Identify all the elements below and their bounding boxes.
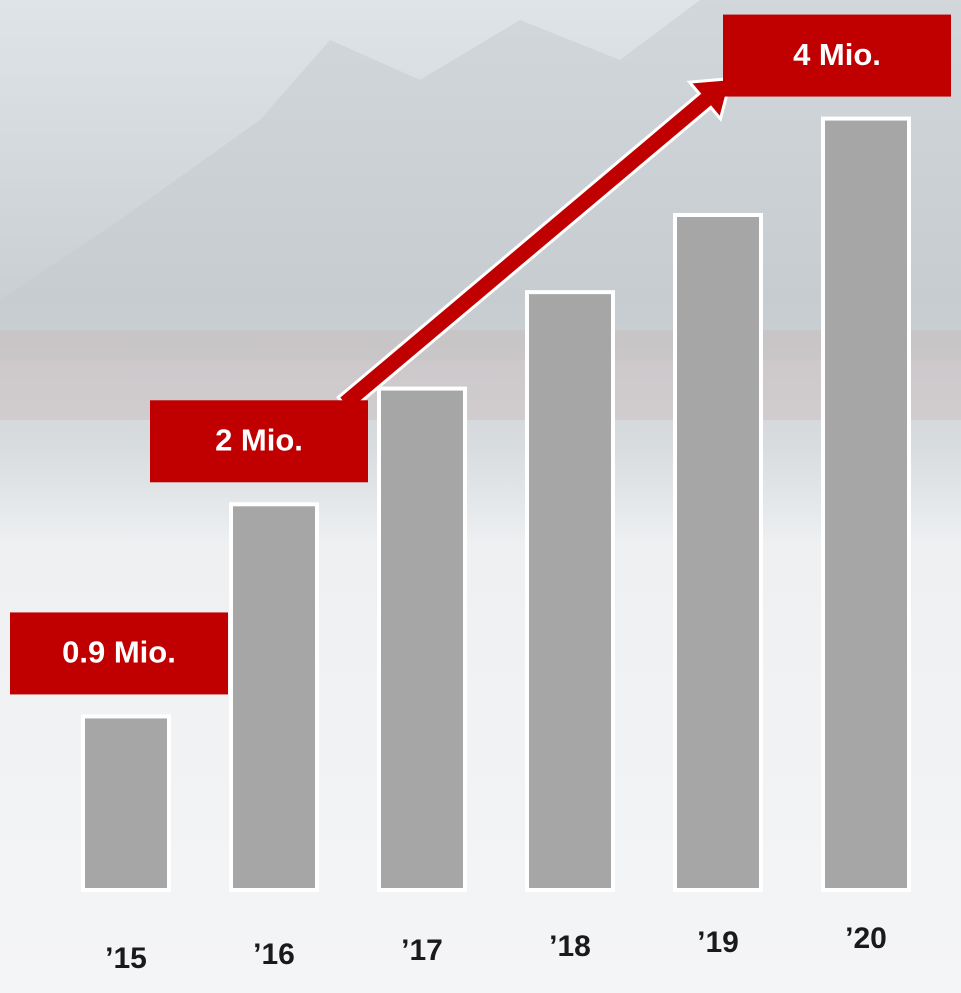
x-tick-label: ’17 [401, 934, 443, 967]
bar [231, 504, 317, 890]
x-tick-label: ’15 [105, 942, 147, 975]
bar [823, 119, 909, 890]
scenery-train [0, 330, 961, 420]
bar [83, 716, 169, 890]
bar [379, 389, 465, 890]
x-tick-label: ’20 [845, 922, 887, 955]
value-label: 2 Mio. [215, 422, 303, 457]
page: ’15’16’17’18’19’200.9 Mio.2 Mio.4 Mio. (… [0, 0, 961, 993]
value-label: 0.9 Mio. [62, 635, 176, 670]
chart: ’15 ’16 ’17 ’18 ’19 ’20 0.9 Mio. 2 Mio. 4 Mio. [0, 0, 961, 993]
x-tick-label: ’16 [253, 938, 295, 971]
bar [527, 292, 613, 890]
value-label: 4 Mio. [793, 37, 881, 72]
x-tick-label: ’19 [697, 926, 739, 959]
bar [675, 215, 761, 890]
x-tick-label: ’18 [549, 930, 591, 963]
